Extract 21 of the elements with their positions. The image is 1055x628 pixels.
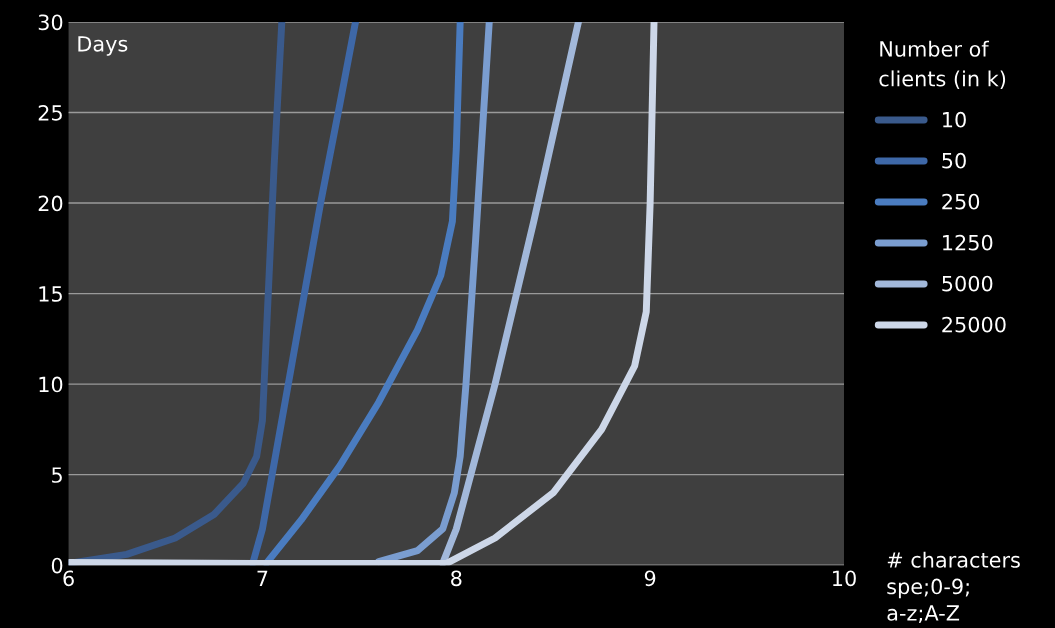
y-tick-label: 25 [38, 104, 62, 121]
text: # characters spe;0-9; a-z;A-Z [887, 551, 1020, 623]
legend-label: 250 [942, 193, 980, 210]
legend-label: 5000 [942, 275, 993, 292]
y-tick-label: 20 [38, 195, 63, 212]
x-tick-label: 6 [63, 570, 74, 587]
y-tick-label: 10 [39, 376, 63, 393]
y-tick-label: 15 [39, 286, 62, 302]
y-tick-label: 0 [51, 557, 63, 574]
y-axis-title: Days [78, 36, 128, 56]
y-tick-label: 30 [38, 14, 63, 31]
legend-label: 50 [942, 152, 966, 169]
legend-label: 1250 [943, 234, 993, 251]
x-tick-label: 8 [451, 570, 462, 587]
legend-label: 10 [943, 111, 966, 128]
x-tick-label: 10 [833, 570, 856, 587]
legend-label: 25000 [942, 316, 1006, 333]
y-tick-label: 5 [52, 467, 62, 483]
x-tick-label: 9 [644, 570, 656, 587]
x-tick-label: 7 [257, 570, 268, 586]
legend-title: Number of clients (in k) [879, 40, 1006, 89]
